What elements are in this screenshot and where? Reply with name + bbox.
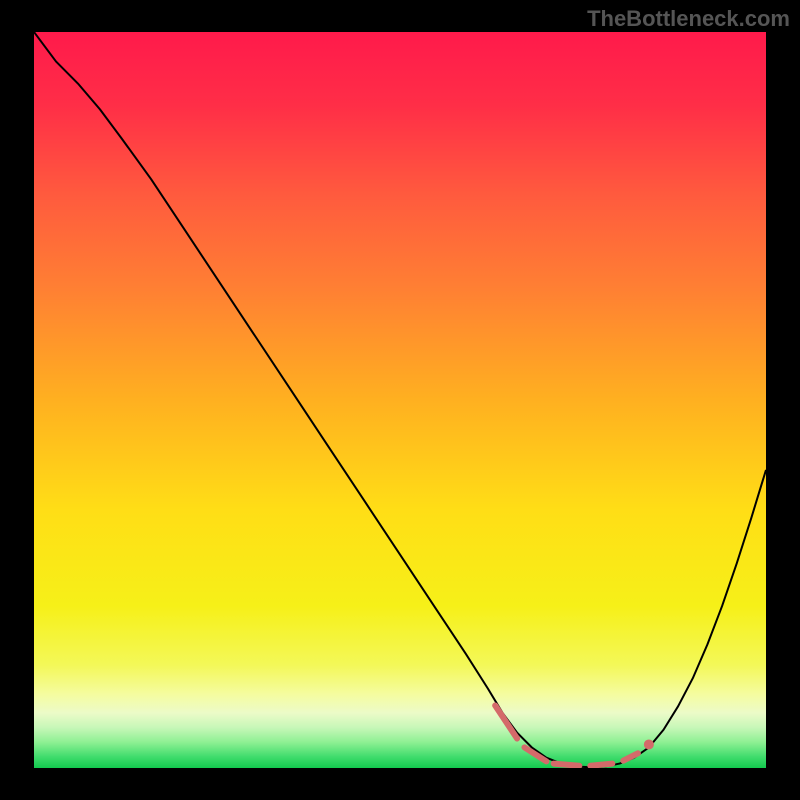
- curve-overlay: [34, 32, 766, 768]
- bottleneck-curve: [34, 32, 766, 767]
- optimal-marker-segment: [623, 753, 638, 760]
- chart-frame: TheBottleneck.com: [0, 0, 800, 800]
- watermark-text: TheBottleneck.com: [587, 6, 790, 32]
- optimal-marker-segment: [554, 764, 580, 766]
- optimal-marker-segment: [495, 705, 517, 738]
- optimal-marker-segment: [590, 764, 612, 766]
- plot-area: [34, 32, 766, 768]
- optimal-marker-dot: [644, 739, 654, 749]
